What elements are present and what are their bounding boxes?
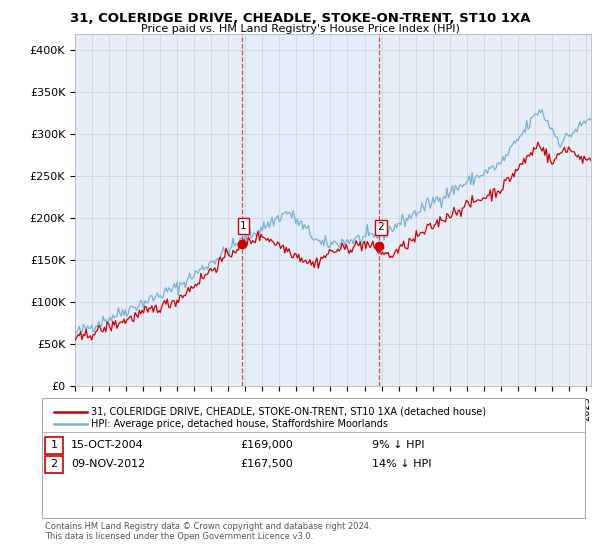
Text: £169,000: £169,000 — [240, 440, 293, 450]
Text: Price paid vs. HM Land Registry's House Price Index (HPI): Price paid vs. HM Land Registry's House … — [140, 24, 460, 34]
Text: 1: 1 — [50, 440, 58, 450]
Text: 14% ↓ HPI: 14% ↓ HPI — [372, 459, 431, 469]
Text: 9% ↓ HPI: 9% ↓ HPI — [372, 440, 425, 450]
Bar — [242, 34, 379, 386]
Text: 31, COLERIDGE DRIVE, CHEADLE, STOKE-ON-TRENT, ST10 1XA (detached house): 31, COLERIDGE DRIVE, CHEADLE, STOKE-ON-T… — [91, 407, 487, 417]
Text: 31, COLERIDGE DRIVE, CHEADLE, STOKE-ON-TRENT, ST10 1XA: 31, COLERIDGE DRIVE, CHEADLE, STOKE-ON-T… — [70, 12, 530, 25]
Text: 09-NOV-2012: 09-NOV-2012 — [71, 459, 145, 469]
Text: 2: 2 — [50, 459, 58, 469]
Text: Contains HM Land Registry data © Crown copyright and database right 2024.
This d: Contains HM Land Registry data © Crown c… — [45, 522, 371, 542]
Text: 2: 2 — [377, 222, 384, 232]
Text: £167,500: £167,500 — [240, 459, 293, 469]
Text: HPI: Average price, detached house, Staffordshire Moorlands: HPI: Average price, detached house, Staf… — [91, 419, 388, 430]
Text: 15-OCT-2004: 15-OCT-2004 — [71, 440, 143, 450]
Text: 1: 1 — [240, 221, 247, 231]
